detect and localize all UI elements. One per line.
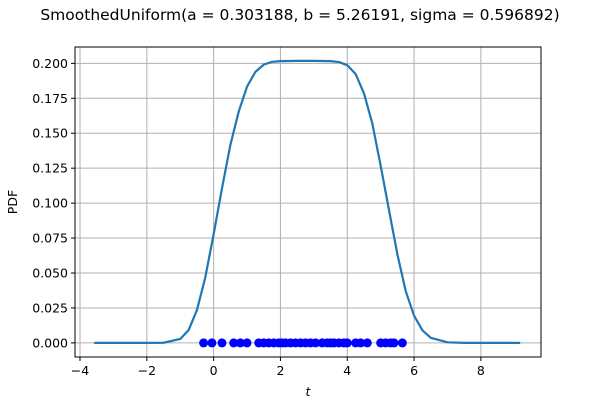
x-axis-ticks: −4 −2 0 2 4 6 8 [71,357,485,378]
y-tick-label: 0.175 [32,91,68,106]
y-tick-label: 0.025 [32,300,68,315]
y-axis-ticks: 0.000 0.025 0.050 0.075 0.100 0.125 0.150 0.175… [32,56,75,350]
y-tick-label: 0.200 [32,56,68,71]
sample-point [229,338,239,348]
pdf-line [93,59,521,344]
y-tick-label: 0.100 [32,196,68,211]
chart-title: SmoothedUniform(a = 0.303188, b = 5.2619… [40,6,559,24]
sample-point [207,338,217,348]
y-tick-label: 0.000 [32,335,68,350]
sample-point [235,338,245,348]
sample-points [199,338,407,348]
x-axis-label: t [306,384,312,399]
x-tick-label: −2 [138,363,156,378]
x-tick-label: 4 [343,363,351,378]
sample-point [199,338,209,348]
x-tick-label: 8 [477,363,485,378]
y-axis-label: PDF [5,190,20,214]
sample-point [362,338,372,348]
x-tick-label: −4 [71,363,89,378]
grid [75,47,541,357]
sample-point [342,338,352,348]
y-tick-label: 0.125 [32,161,68,176]
y-tick-label: 0.150 [32,126,68,141]
sample-point [389,338,399,348]
sample-point [356,338,366,348]
y-tick-label: 0.075 [32,231,68,246]
pdf-curve [93,59,521,344]
x-tick-label: 2 [276,363,284,378]
sample-point [242,338,252,348]
sample-point [311,338,321,348]
sample-point [217,338,227,348]
y-tick-label: 0.050 [32,266,68,281]
plot-frame [74,46,542,358]
x-tick-label: 6 [410,363,418,378]
sample-point [397,338,407,348]
x-tick-label: 0 [210,363,218,378]
